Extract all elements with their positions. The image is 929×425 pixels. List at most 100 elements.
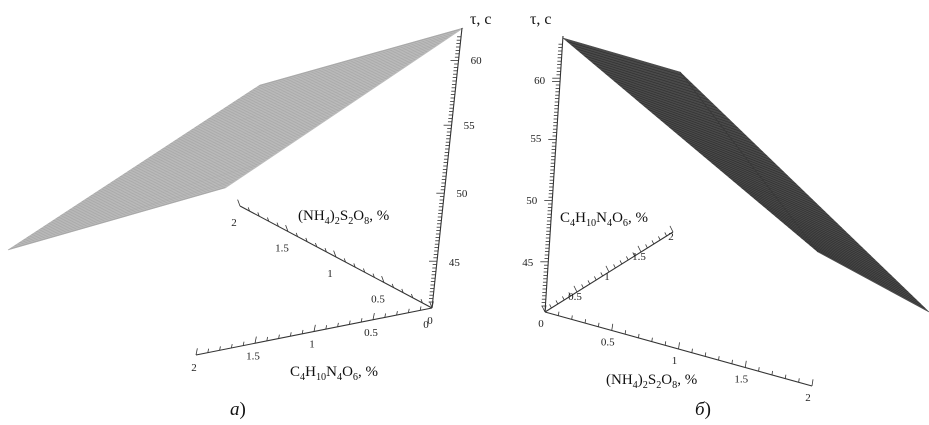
mesh-line (222, 51, 428, 111)
y-axis-label-part: 8 (364, 216, 369, 227)
x-axis-tick (811, 379, 814, 387)
y-axis-label-part: O (612, 210, 623, 226)
z-axis-tick-label: 50 (456, 188, 468, 200)
mesh-line (788, 226, 901, 285)
z-axis-tick-label: 55 (530, 133, 542, 145)
y-axis-tick (381, 275, 385, 283)
y-axis-tick (324, 248, 327, 253)
mesh-line (758, 201, 872, 257)
mesh-line (728, 176, 842, 229)
x-axis-tick (758, 367, 760, 372)
y-axis-label-part: 10 (586, 218, 596, 229)
mesh-line (54, 158, 269, 221)
mesh-line (104, 126, 317, 188)
mesh-line (12, 185, 230, 248)
y-axis-tick (305, 237, 308, 242)
y-axis-label-part: , % (628, 210, 648, 226)
z-axis-tick-label: 45 (522, 257, 534, 269)
y-axis-tick (555, 300, 559, 305)
x-axis-label-part: 8 (672, 380, 677, 391)
x-axis-label-part: , % (677, 372, 697, 388)
x-axis-tick (557, 311, 560, 316)
mesh-line (749, 194, 863, 249)
x-axis-label-part: S (648, 372, 656, 388)
mesh-line (112, 121, 325, 182)
mesh-line (83, 139, 297, 201)
y-axis-tick (247, 207, 250, 212)
mesh-line (213, 57, 420, 116)
mesh-line (70, 147, 285, 210)
mesh-line (596, 66, 714, 105)
mesh-line (732, 180, 847, 233)
mesh-line (792, 230, 905, 289)
mesh-line (16, 182, 234, 245)
x-axis-tick (301, 329, 304, 334)
y-axis-label-part: 4 (570, 218, 575, 229)
y-axis-label-part: S (340, 208, 348, 224)
x-axis-tick (771, 370, 773, 375)
mesh-line (79, 142, 293, 204)
x-axis-label-part: C (290, 364, 300, 380)
x-axis-tick (278, 334, 280, 339)
y-axis-label: (NH4)2S2O8, % (298, 208, 389, 227)
surface-mesh (567, 41, 925, 309)
y-axis-tick-label: 0.5 (568, 291, 582, 303)
mesh-line (171, 83, 380, 144)
y-axis-label-part: , % (369, 208, 389, 224)
mesh-line (49, 161, 265, 223)
mesh-line (20, 179, 237, 243)
mesh-line (154, 94, 364, 155)
mesh-line (125, 113, 337, 174)
y-axis-label-part: C (560, 210, 570, 226)
mesh-line (681, 137, 797, 185)
y-axis-tick (613, 264, 616, 269)
mesh-line (66, 150, 281, 212)
surface-fold (679, 71, 819, 253)
y-axis-tick (363, 268, 366, 273)
mesh-line (771, 212, 884, 269)
y-axis-tick (645, 244, 648, 249)
x-axis-label-part: ) (638, 372, 643, 388)
mesh-line (669, 126, 784, 173)
z-axis-label: τ, с (470, 11, 492, 28)
x-axis-tick (624, 330, 627, 335)
x-axis-tick (290, 332, 292, 337)
x-axis-label-part: , % (358, 364, 378, 380)
y-axis-tick (541, 305, 546, 313)
mesh-line (762, 205, 876, 261)
mesh-line (800, 237, 913, 297)
x-axis-label-part: 2 (643, 380, 648, 391)
mesh-line (741, 187, 855, 241)
mesh-line (813, 248, 925, 309)
y-axis-tick (664, 232, 667, 237)
y-axis-tick-label: 0 (423, 319, 429, 331)
mesh-line (230, 46, 436, 105)
mesh-line (766, 208, 880, 265)
y-axis-label-part: 2 (335, 216, 340, 227)
x-axis-tick (718, 356, 720, 361)
mesh-line (87, 137, 301, 199)
y-axis-tick (605, 265, 610, 273)
y-axis-tick (619, 260, 623, 265)
x-axis-label-part: N (326, 364, 337, 380)
y-axis-label-part: 2 (348, 216, 353, 227)
mesh-line (579, 51, 697, 89)
y-axis-label-part: (NH (298, 208, 325, 224)
mesh-line (809, 244, 921, 305)
x-axis-label-part: 4 (337, 372, 342, 383)
mesh-line (660, 119, 776, 165)
x-axis-tick (651, 337, 653, 342)
y-axis-label-part: H (575, 210, 586, 226)
y-axis-tick (267, 217, 270, 222)
x-axis-tick (372, 313, 375, 320)
mesh-line (226, 49, 432, 108)
mesh-line (251, 33, 456, 91)
mesh-line (209, 59, 416, 119)
y-axis-tick (658, 236, 661, 241)
mesh-line (163, 89, 372, 149)
y-axis-tick (372, 273, 375, 278)
mesh-line (142, 102, 353, 163)
mesh-line (588, 59, 705, 97)
x-axis-tick (266, 336, 268, 341)
